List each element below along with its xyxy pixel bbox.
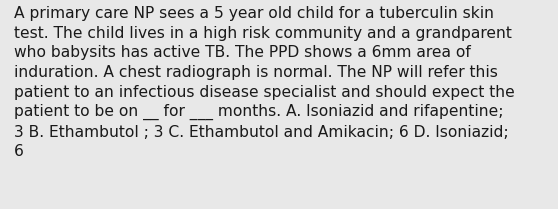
Text: A primary care NP sees a 5 year old child for a tuberculin skin
test. The child : A primary care NP sees a 5 year old chil… [14, 6, 514, 159]
